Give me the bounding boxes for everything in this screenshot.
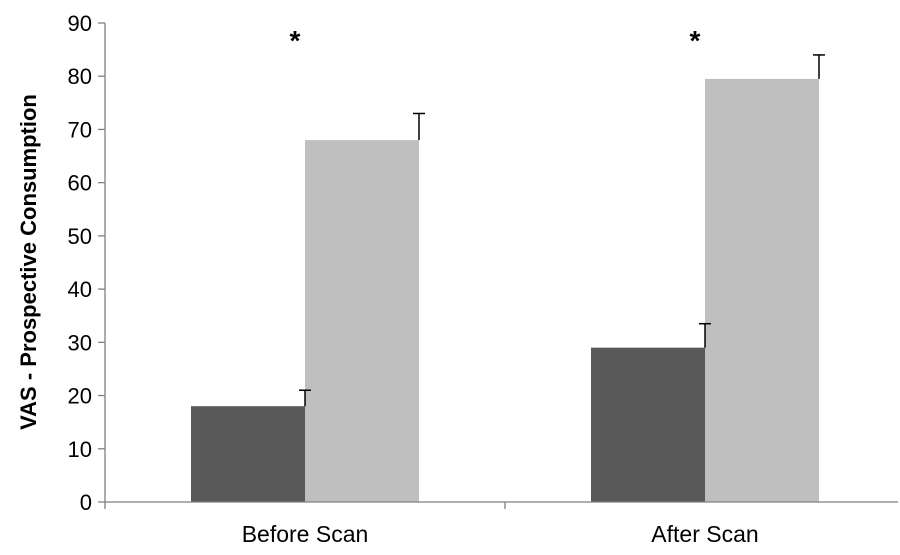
y-tick-label: 80 xyxy=(68,64,92,89)
y-tick-label: 20 xyxy=(68,384,92,409)
y-axis-title: VAS - Prospective Consumption xyxy=(16,94,41,430)
y-tick-label: 0 xyxy=(80,490,92,515)
y-axis: 0 10 20 30 40 50 60 70 80 90 xyxy=(68,11,106,515)
x-category-label: After Scan xyxy=(651,521,758,547)
bar-light-0 xyxy=(305,140,419,503)
y-tick-label: 40 xyxy=(68,277,92,302)
bar-dark-1 xyxy=(591,347,705,502)
y-tick-label: 60 xyxy=(68,171,92,196)
y-tick-label: 10 xyxy=(68,437,92,462)
significance-asterisk: * xyxy=(290,25,301,56)
y-tick-label: 90 xyxy=(68,11,92,36)
error-bars xyxy=(299,54,825,407)
x-category-label: Before Scan xyxy=(242,521,369,547)
bar-light-1 xyxy=(705,78,819,502)
bar-dark-0 xyxy=(191,406,305,502)
bars xyxy=(191,78,819,503)
significance-asterisk: * xyxy=(690,25,701,56)
significance-markers: * * xyxy=(290,25,701,56)
y-tick-label: 30 xyxy=(68,330,92,355)
y-tick-label: 50 xyxy=(68,224,92,249)
x-axis: Before Scan After Scan xyxy=(104,501,898,547)
y-tick-label: 70 xyxy=(68,117,92,142)
